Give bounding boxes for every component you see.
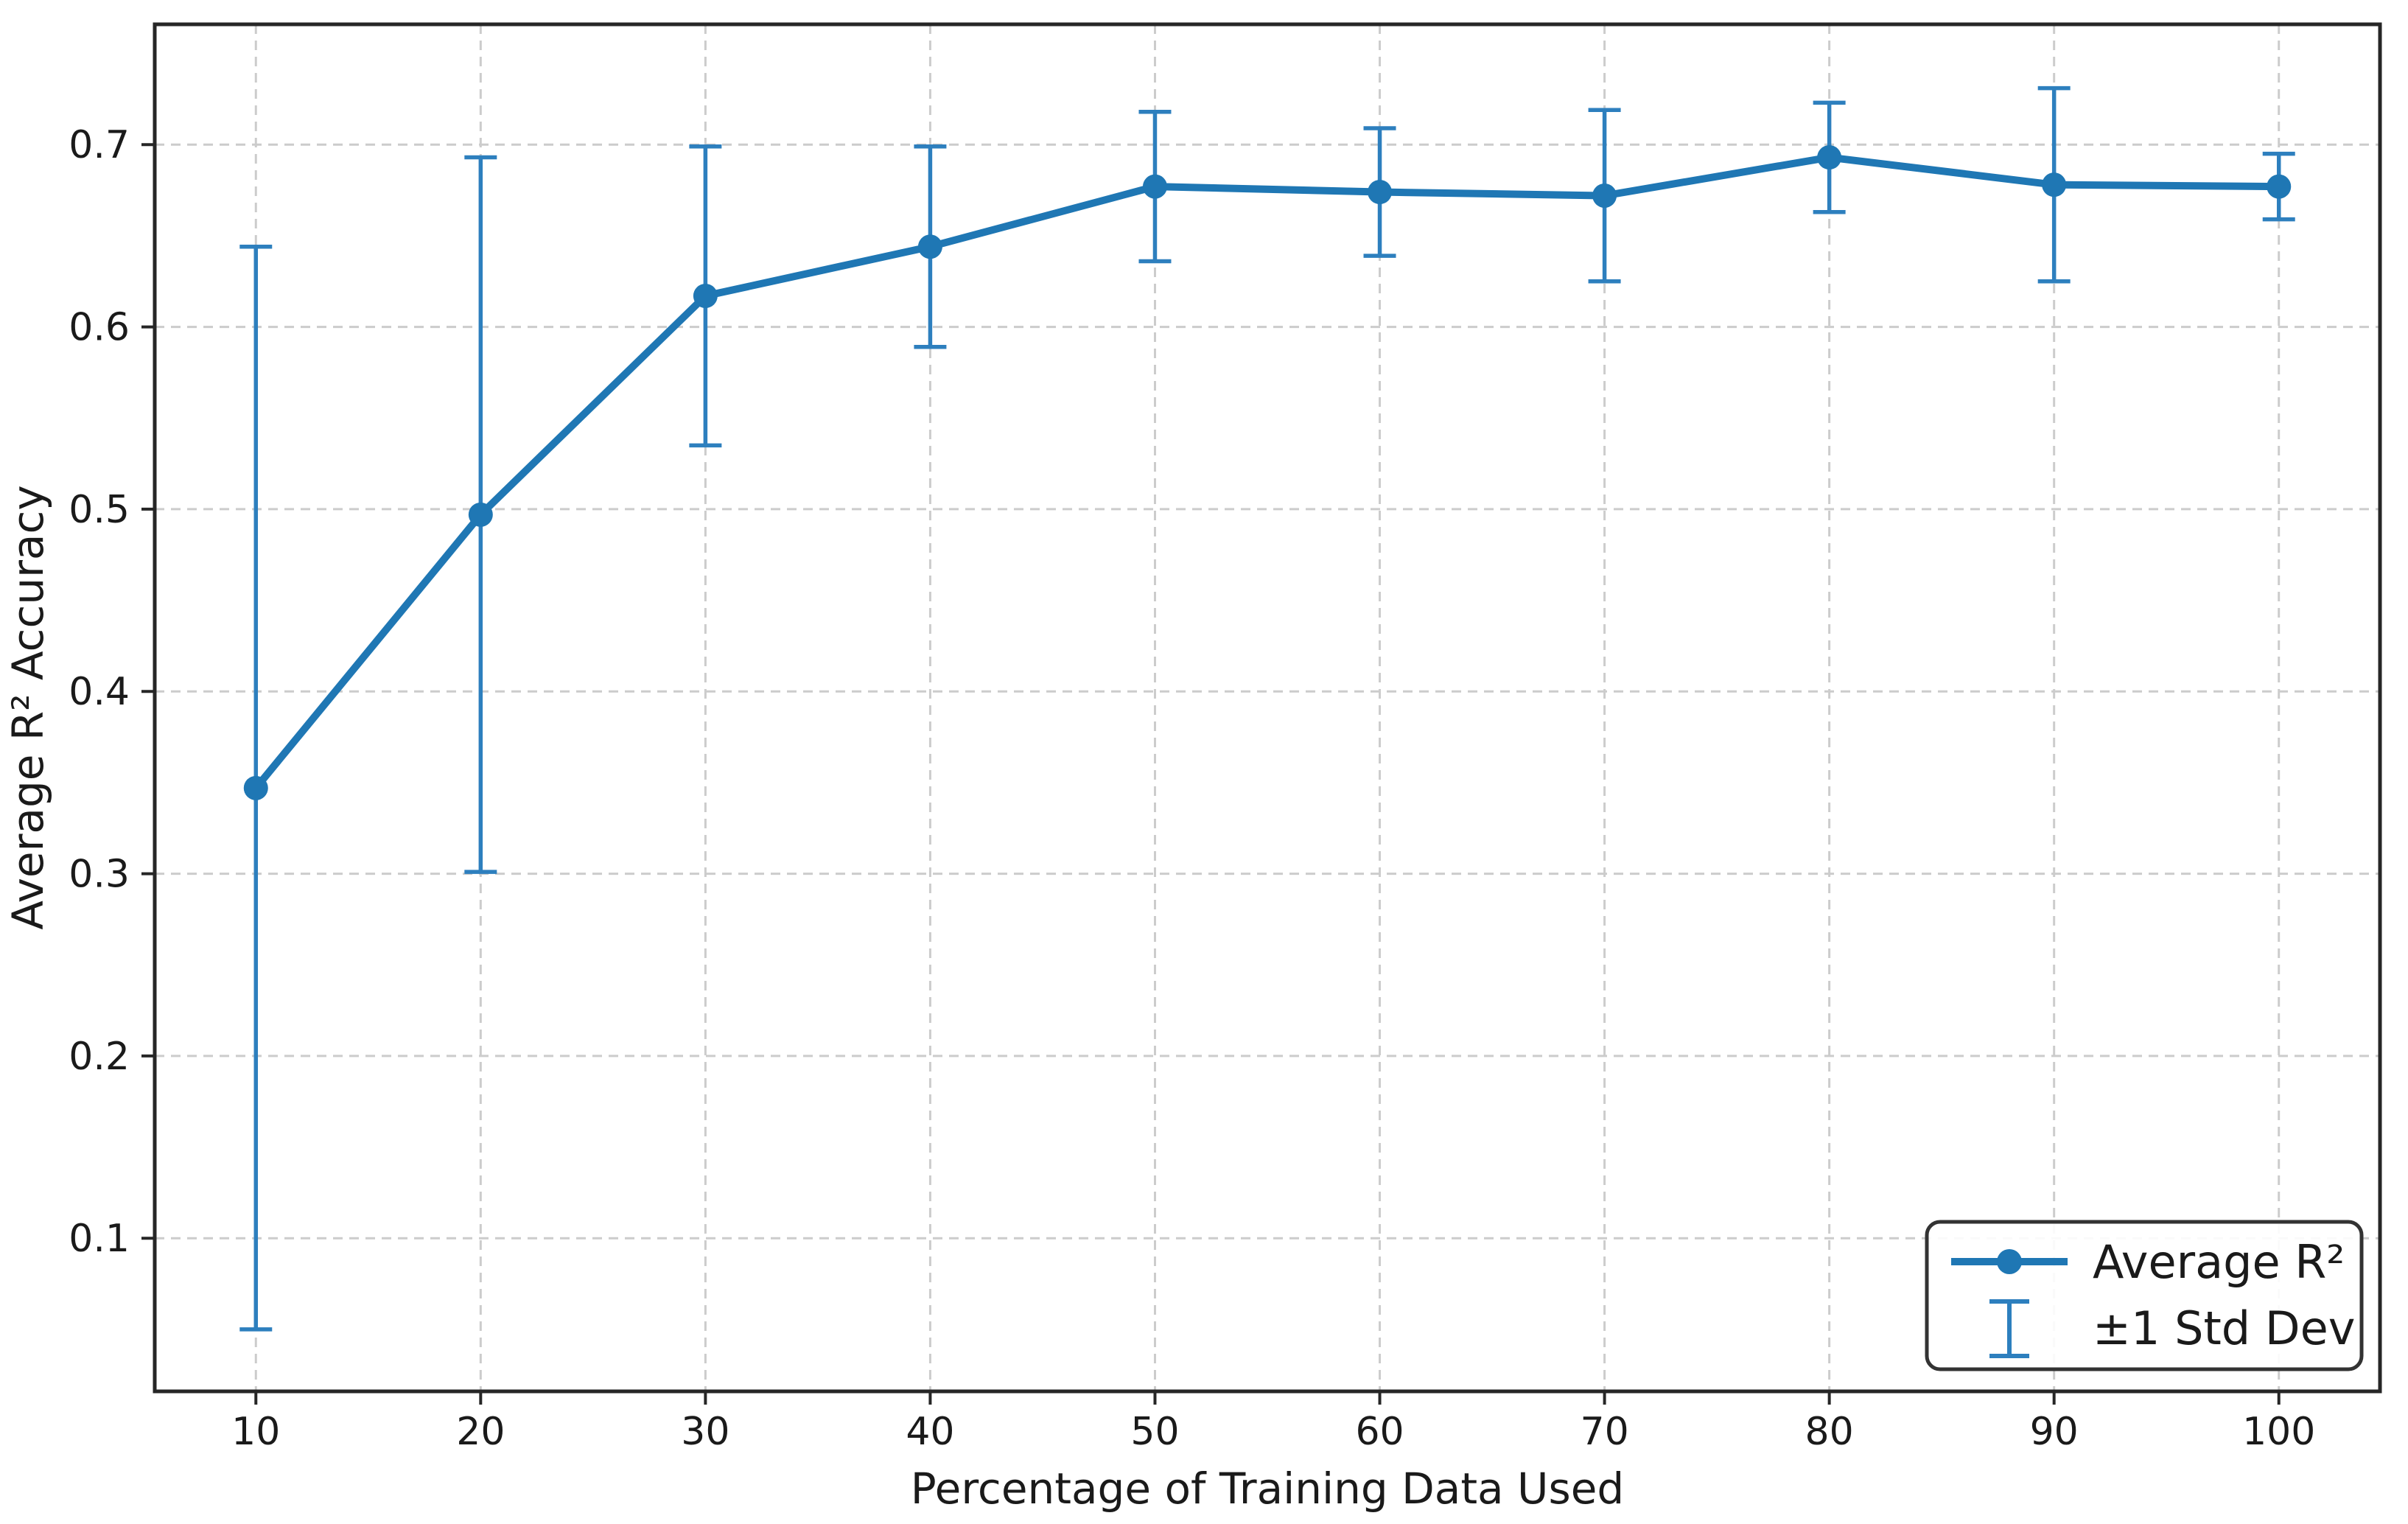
data-point-marker-x-60	[1368, 180, 1393, 205]
data-markers-layer	[243, 145, 2292, 800]
legend-entry-average-r2: Average R²	[2093, 1235, 2345, 1289]
legend-marker-sample	[1997, 1249, 2022, 1274]
x-tick-label-20: 20	[456, 1410, 505, 1454]
data-point-marker-x-10	[243, 775, 268, 800]
x-tick-label-70: 70	[1580, 1410, 1628, 1454]
x-tick-label-80: 80	[1805, 1410, 1854, 1454]
x-tick-label-40: 40	[906, 1410, 954, 1454]
data-point-marker-x-50	[1142, 174, 1167, 199]
x-tick-label-100: 100	[2242, 1410, 2315, 1454]
error-bars-layer	[239, 85, 2295, 1332]
legend: Average R² ±1 Std Dev	[1925, 1220, 2364, 1371]
x-tick-label-90: 90	[2030, 1410, 2079, 1454]
data-point-marker-x-20	[468, 502, 493, 527]
data-point-marker-x-80	[1817, 145, 1842, 170]
average-r2-line	[252, 153, 2283, 792]
data-point-marker-x-70	[1592, 183, 1617, 208]
y-axis-label: Average R² Accuracy	[3, 485, 53, 929]
x-tick-label-30: 30	[681, 1410, 729, 1454]
y-tick-label-0.2: 0.2	[69, 1035, 130, 1079]
y-tick-label-0.5: 0.5	[69, 488, 130, 532]
x-tick-label-10: 10	[231, 1410, 280, 1454]
y-tick-label-0.4: 0.4	[69, 670, 130, 714]
plot-border	[153, 22, 2382, 1394]
x-tick-label-50: 50	[1130, 1410, 1179, 1454]
y-tick-label-0.1: 0.1	[69, 1217, 130, 1261]
data-point-marker-x-90	[2042, 172, 2067, 198]
gridlines-layer	[155, 24, 2380, 1391]
data-point-marker-x-100	[2267, 174, 2292, 199]
x-axis-label: Percentage of Training Data Used	[911, 1464, 1624, 1514]
y-tick-label-0.6: 0.6	[69, 306, 130, 350]
ticks-layer: 10 20 30 40 50 60 70 80 90 100 0.1 0.2 0.3 0.4 0.5 0.6 0…	[69, 123, 2315, 1454]
data-point-marker-x-40	[917, 234, 942, 259]
y-tick-label-0.3: 0.3	[69, 853, 130, 897]
data-point-marker-x-30	[693, 284, 718, 309]
legend-errorbar-sample	[1989, 1299, 2029, 1358]
data-line-layer	[252, 153, 2283, 792]
x-tick-label-60: 60	[1355, 1410, 1404, 1454]
legend-entry-std-dev: ±1 Std Dev	[2093, 1301, 2355, 1355]
y-tick-label-0.7: 0.7	[69, 123, 130, 167]
